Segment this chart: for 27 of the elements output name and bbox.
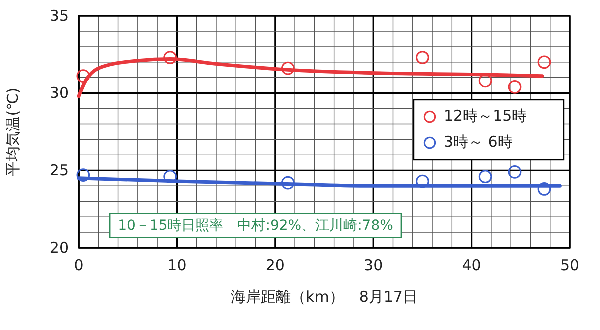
point — [282, 176, 295, 190]
point — [538, 56, 552, 70]
point — [164, 170, 177, 184]
legend-label: 3時～ 6時 — [444, 133, 513, 152]
x-tick-label: 50 — [560, 256, 580, 275]
y-tick-label: 30 — [50, 84, 69, 102]
x-tick-label: 40 — [462, 256, 482, 275]
y-tick-label: 25 — [50, 161, 69, 180]
y-tick-label: 20 — [50, 238, 69, 257]
point — [76, 168, 90, 182]
annotation: 10－15時日照率 中村:92%、江川崎:78% — [118, 218, 394, 234]
y-axis-title: 平均気温(℃) — [4, 88, 22, 176]
point — [76, 70, 90, 83]
legend-label: 12時～15時 — [444, 107, 528, 126]
point — [164, 51, 177, 64]
x-tick-label: 30 — [364, 256, 384, 275]
y-tick-label: 35 — [50, 6, 69, 25]
point — [538, 182, 552, 196]
x-axis-title: 海岸距離（km） 8月17日 — [231, 288, 418, 306]
point — [508, 166, 522, 179]
point — [282, 62, 295, 76]
point — [416, 51, 430, 64]
x-tick-label: 20 — [266, 256, 285, 275]
point — [508, 80, 522, 94]
x-tick-label: 10 — [168, 256, 187, 275]
point — [478, 170, 492, 184]
x-tick-label: 0 — [74, 256, 84, 275]
